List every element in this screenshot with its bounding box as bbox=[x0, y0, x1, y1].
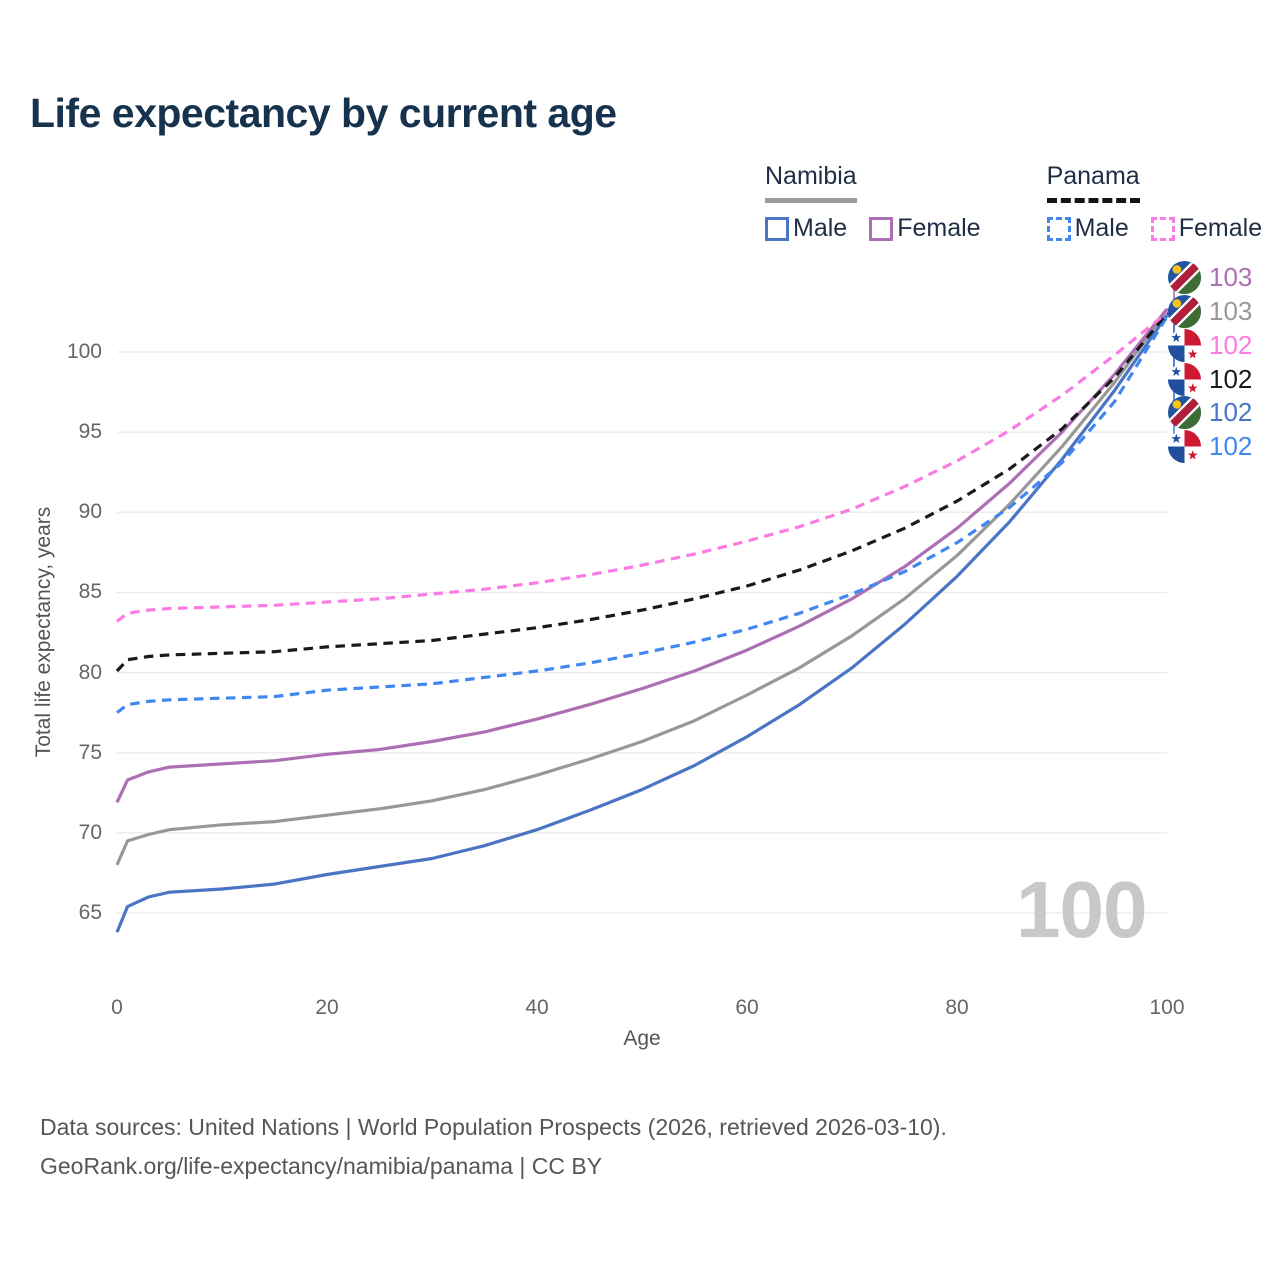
legend-label-namibia-male[interactable]: Male bbox=[793, 214, 848, 242]
series-end-label: 103 bbox=[1168, 260, 1252, 294]
series-end-label: 102 bbox=[1168, 362, 1252, 396]
legend-label-panama-male[interactable]: Male bbox=[1074, 214, 1129, 242]
panama-flag-icon bbox=[1168, 328, 1201, 362]
age-watermark: 100 bbox=[1016, 865, 1147, 954]
namibia-flag-icon bbox=[1168, 395, 1201, 429]
source-line-1: Data sources: United Nations | World Pop… bbox=[40, 1114, 947, 1140]
x-tick-label: 80 bbox=[945, 996, 969, 1019]
y-tick-label: 80 bbox=[78, 660, 102, 684]
y-tick-label: 90 bbox=[78, 500, 102, 524]
legend-label-panama-female[interactable]: Female bbox=[1178, 214, 1263, 242]
legend-label-namibia-female[interactable]: Female bbox=[897, 214, 981, 242]
y-tick-label: 95 bbox=[78, 420, 102, 444]
end-value: 102 bbox=[1209, 363, 1253, 394]
series-end-label: 102 bbox=[1168, 328, 1252, 362]
x-tick-label: 100 bbox=[1149, 996, 1185, 1019]
legend-group-namibia: Namibia Male Female bbox=[765, 162, 1003, 243]
y-tick-label: 85 bbox=[78, 580, 102, 604]
source-line-2: GeoRank.org/life-expectancy/namibia/pana… bbox=[40, 1153, 603, 1179]
x-tick-label: 20 bbox=[315, 996, 339, 1019]
namibia-flag-icon bbox=[1168, 294, 1201, 328]
y-tick-label: 75 bbox=[78, 740, 102, 764]
end-value: 102 bbox=[1209, 329, 1253, 360]
legend-header-namibia[interactable]: Namibia bbox=[765, 162, 857, 203]
series-end-label: 102 bbox=[1168, 395, 1252, 429]
legend-header-panama[interactable]: Panama bbox=[1046, 162, 1140, 203]
legend-group-panama: Panama Male Female bbox=[1046, 162, 1280, 243]
legend: Namibia Male Female Panama Male Female bbox=[765, 162, 1280, 243]
x-tick-label: 40 bbox=[525, 996, 549, 1019]
end-value: 102 bbox=[1209, 430, 1253, 461]
legend-swatch-namibia-female[interactable] bbox=[869, 216, 894, 241]
y-tick-label: 100 bbox=[66, 339, 102, 363]
end-value: 103 bbox=[1209, 261, 1253, 292]
y-tick-label: 70 bbox=[78, 820, 102, 844]
series-end-label: 102 bbox=[1168, 429, 1252, 463]
page-title: Life expectancy by current age bbox=[30, 90, 617, 136]
series-end-label: 103 bbox=[1168, 294, 1252, 328]
x-tick-label: 60 bbox=[735, 996, 759, 1019]
y-axis-title: Total life expectancy, years bbox=[32, 506, 55, 758]
legend-swatch-namibia-male[interactable] bbox=[765, 216, 789, 241]
end-value: 103 bbox=[1209, 295, 1253, 326]
source-footer: Data sources: United Nations | World Pop… bbox=[40, 1108, 947, 1186]
x-tick-label: 0 bbox=[111, 996, 123, 1019]
namibia-flag-icon bbox=[1168, 260, 1201, 294]
end-value: 102 bbox=[1209, 396, 1253, 427]
legend-swatch-panama-female[interactable] bbox=[1150, 216, 1175, 241]
panama-flag-icon bbox=[1168, 429, 1201, 463]
x-axis-title: Age bbox=[623, 1027, 661, 1050]
y-tick-label: 65 bbox=[78, 901, 102, 924]
panama-flag-icon bbox=[1168, 362, 1201, 396]
legend-swatch-panama-male[interactable] bbox=[1046, 216, 1071, 241]
